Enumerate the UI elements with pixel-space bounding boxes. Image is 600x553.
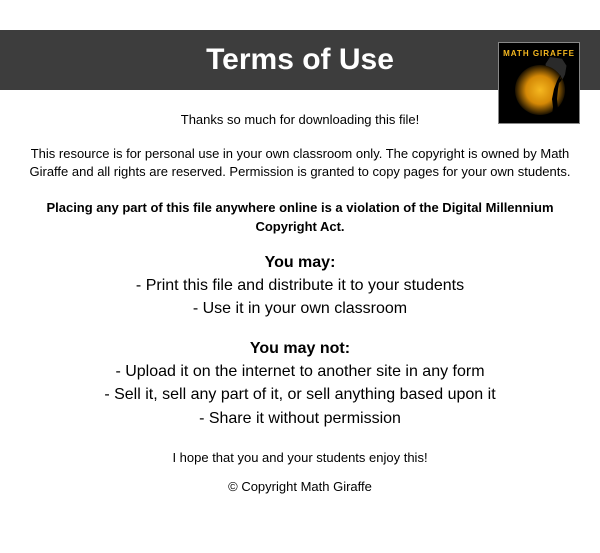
you-may-heading: You may:: [28, 254, 572, 272]
you-may-not-heading: You may not:: [28, 340, 572, 358]
copyright-line: © Copyright Math Giraffe: [28, 479, 572, 494]
list-item: - Print this file and distribute it to y…: [28, 274, 572, 297]
list-item: - Upload it on the internet to another s…: [28, 360, 572, 383]
copyright-paragraph: This resource is for personal use in you…: [28, 145, 572, 181]
list-item: - Use it in your own classroom: [28, 297, 572, 320]
closing-text: I hope that you and your students enjoy …: [28, 450, 572, 465]
brand-logo: MATH GIRAFFE: [498, 42, 580, 124]
page-title: Terms of Use: [206, 43, 394, 77]
list-item: - Share it without permission: [28, 407, 572, 430]
terms-content: Thanks so much for downloading this file…: [0, 90, 600, 494]
you-may-list: - Print this file and distribute it to y…: [28, 274, 572, 320]
giraffe-icon: [547, 75, 565, 117]
thanks-text: Thanks so much for downloading this file…: [28, 112, 572, 127]
list-item: - Sell it, sell any part of it, or sell …: [28, 383, 572, 406]
violation-warning: Placing any part of this file anywhere o…: [28, 199, 572, 235]
brand-logo-text: MATH GIRAFFE: [503, 49, 575, 58]
you-may-not-list: - Upload it on the internet to another s…: [28, 360, 572, 430]
